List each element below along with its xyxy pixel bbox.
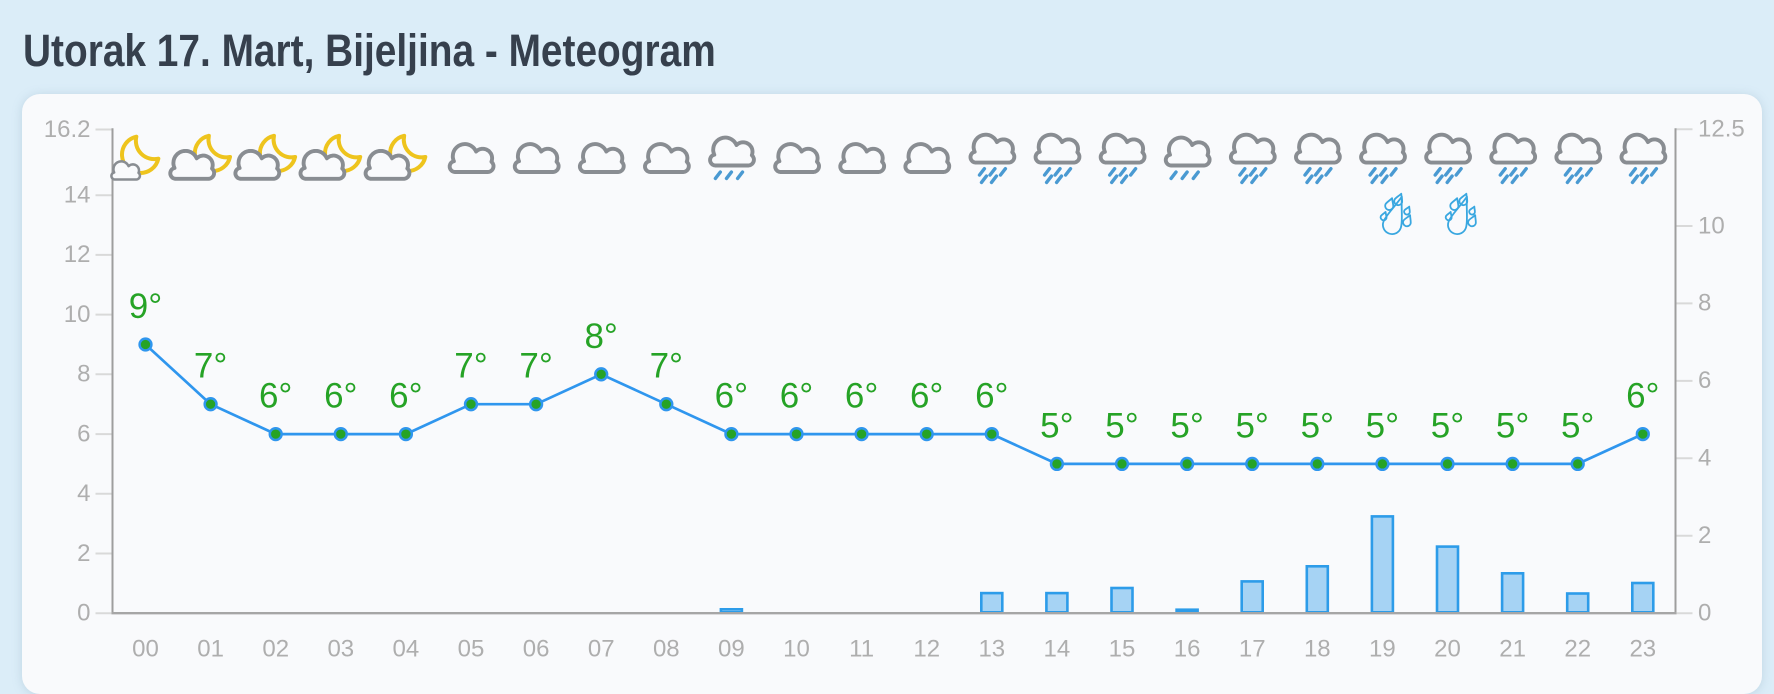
svg-text:6°: 6° bbox=[975, 377, 1008, 416]
svg-text:10: 10 bbox=[1698, 212, 1725, 239]
svg-text:22: 22 bbox=[1564, 636, 1591, 663]
svg-text:04: 04 bbox=[393, 636, 420, 663]
svg-text:5°: 5° bbox=[1105, 406, 1138, 445]
svg-text:6°: 6° bbox=[845, 377, 878, 416]
svg-text:5°: 5° bbox=[1040, 406, 1073, 445]
svg-text:12.5: 12.5 bbox=[1698, 116, 1745, 143]
svg-text:8: 8 bbox=[1698, 290, 1711, 317]
svg-text:5°: 5° bbox=[1301, 406, 1334, 445]
svg-text:5°: 5° bbox=[1235, 406, 1268, 445]
svg-text:5°: 5° bbox=[1496, 406, 1529, 445]
svg-text:9°: 9° bbox=[129, 287, 162, 326]
svg-text:17: 17 bbox=[1239, 636, 1266, 663]
svg-text:0: 0 bbox=[77, 600, 90, 627]
svg-text:08: 08 bbox=[653, 636, 680, 663]
svg-text:14: 14 bbox=[64, 182, 91, 209]
svg-text:21: 21 bbox=[1499, 636, 1526, 663]
svg-text:19: 19 bbox=[1369, 636, 1396, 663]
svg-text:4: 4 bbox=[77, 480, 90, 507]
svg-text:7°: 7° bbox=[650, 347, 683, 386]
svg-text:07: 07 bbox=[588, 636, 615, 663]
svg-text:0: 0 bbox=[1698, 600, 1711, 627]
svg-text:5°: 5° bbox=[1561, 406, 1594, 445]
svg-text:6°: 6° bbox=[780, 377, 813, 416]
svg-text:6°: 6° bbox=[715, 377, 748, 416]
svg-text:6°: 6° bbox=[389, 377, 422, 416]
svg-text:20: 20 bbox=[1434, 636, 1461, 663]
svg-text:6°: 6° bbox=[259, 377, 292, 416]
svg-text:4: 4 bbox=[1698, 445, 1711, 472]
svg-text:14: 14 bbox=[1044, 636, 1071, 663]
svg-text:5°: 5° bbox=[1431, 406, 1464, 445]
svg-text:8°: 8° bbox=[584, 317, 617, 356]
svg-text:23: 23 bbox=[1629, 636, 1656, 663]
svg-text:7°: 7° bbox=[194, 347, 227, 386]
svg-text:10: 10 bbox=[783, 636, 810, 663]
svg-text:16.2: 16.2 bbox=[44, 116, 91, 143]
svg-text:6°: 6° bbox=[910, 377, 943, 416]
svg-text:00: 00 bbox=[132, 636, 159, 663]
svg-text:16: 16 bbox=[1174, 636, 1201, 663]
svg-text:2: 2 bbox=[77, 540, 90, 567]
svg-text:6: 6 bbox=[77, 420, 90, 447]
svg-text:10: 10 bbox=[64, 301, 91, 328]
svg-text:09: 09 bbox=[718, 636, 745, 663]
svg-text:12: 12 bbox=[64, 241, 91, 268]
svg-text:15: 15 bbox=[1109, 636, 1136, 663]
svg-text:8: 8 bbox=[77, 361, 90, 388]
svg-text:11: 11 bbox=[849, 636, 874, 663]
svg-text:18: 18 bbox=[1304, 636, 1331, 663]
svg-text:6: 6 bbox=[1698, 367, 1711, 394]
svg-text:7°: 7° bbox=[454, 347, 487, 386]
svg-text:7°: 7° bbox=[519, 347, 552, 386]
svg-text:01: 01 bbox=[197, 636, 224, 663]
svg-text:12: 12 bbox=[913, 636, 940, 663]
svg-text:02: 02 bbox=[262, 636, 289, 663]
svg-text:13: 13 bbox=[978, 636, 1005, 663]
svg-text:5°: 5° bbox=[1366, 406, 1399, 445]
svg-text:03: 03 bbox=[327, 636, 354, 663]
svg-text:6°: 6° bbox=[1626, 377, 1659, 416]
svg-text:6°: 6° bbox=[324, 377, 357, 416]
svg-text:2: 2 bbox=[1698, 522, 1711, 549]
svg-text:5°: 5° bbox=[1170, 406, 1203, 445]
svg-text:05: 05 bbox=[458, 636, 485, 663]
svg-text:06: 06 bbox=[523, 636, 550, 663]
